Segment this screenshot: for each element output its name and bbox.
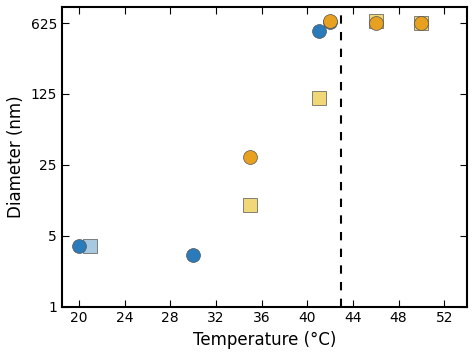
Point (75, 243, 82, 248)
Point (372, 21, 380, 26)
Point (326, 19, 334, 25)
Point (86, 243, 94, 248)
Point (372, 19, 380, 24)
Point (315, 95, 322, 100)
Point (246, 202, 254, 208)
Point (418, 21, 425, 26)
Point (315, 28, 322, 34)
X-axis label: Temperature (°C): Temperature (°C) (193, 331, 336, 349)
Point (189, 252, 197, 258)
Point (246, 154, 254, 159)
Point (418, 21, 425, 26)
Point (326, 19, 334, 24)
Y-axis label: Diameter (nm): Diameter (nm) (7, 95, 25, 218)
